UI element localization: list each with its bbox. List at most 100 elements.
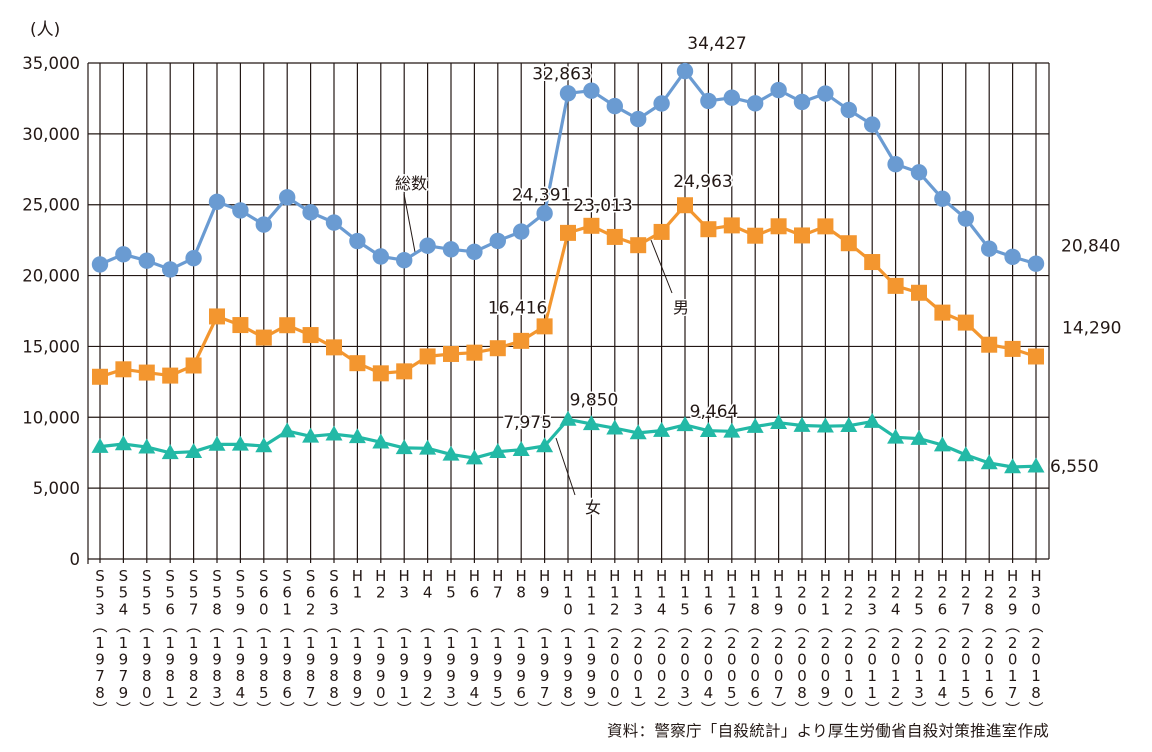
x-tick-char: 9 (493, 667, 503, 685)
x-tick-char: 9 (119, 651, 129, 669)
x-tick-char: ︶ (116, 701, 131, 719)
x-tick-char: 3 (680, 684, 690, 702)
marker-square (794, 227, 810, 244)
x-tick-char: ︵ (373, 617, 388, 635)
x-tick-char: S (236, 567, 246, 585)
x-tick-char: ︵ (420, 617, 435, 635)
marker-triangle (676, 416, 694, 432)
x-tick-char: 2 (610, 600, 620, 618)
x-tick-char: 2 (657, 634, 667, 652)
x-tick-char: ︶ (209, 701, 224, 719)
x-tick-char: H (703, 567, 714, 585)
marker-circle (981, 240, 998, 257)
data-label: 7,975 (503, 413, 552, 433)
marker-square (466, 344, 483, 361)
x-tick-char: ︵ (982, 617, 997, 635)
marker-circle (723, 89, 740, 106)
x-tick-char: 2 (961, 634, 971, 652)
marker-square (92, 368, 108, 385)
x-tick-char: 7 (1008, 684, 1018, 702)
marker-triangle (536, 437, 554, 453)
marker-triangle (231, 435, 249, 451)
x-tick-char: S (165, 567, 175, 585)
x-tick-char: 6 (329, 584, 339, 602)
marker-triangle (138, 438, 156, 454)
x-tick-char: H (1030, 567, 1041, 585)
x-tick-char: 5 (212, 584, 222, 602)
x-tick-char: 1 (493, 634, 503, 652)
marker-square (255, 329, 272, 346)
x-tick-char: 6 (165, 600, 175, 618)
x-tick-char: ︵ (326, 617, 341, 635)
x-tick-char: 8 (797, 684, 807, 702)
marker-square (279, 317, 296, 334)
x-tick-char: 9 (329, 651, 339, 669)
x-tick-char: 1 (867, 667, 877, 685)
x-tick-char: 5 (493, 684, 503, 702)
x-tick-char: ︶ (607, 701, 622, 719)
x-tick-char: ︵ (748, 617, 763, 635)
marker-square (653, 223, 670, 240)
x-tick-char: 3 (1031, 584, 1041, 602)
marker-square (513, 332, 530, 349)
x-tick-char: 9 (516, 651, 526, 669)
marker-circle (536, 205, 553, 222)
x-tick-char: 0 (1031, 600, 1041, 618)
x-tick-char: 5 (446, 584, 456, 602)
x-tick-char: 8 (259, 667, 269, 685)
x-tick-char: H (820, 567, 831, 585)
x-tick-char: ︶ (560, 701, 575, 719)
x-tick-char: 3 (212, 684, 222, 702)
x-tick-char: H (586, 567, 597, 585)
x-tick-char: S (306, 567, 316, 585)
x-tick-char: 0 (961, 651, 971, 669)
marker-square (302, 327, 319, 344)
marker-circle (676, 62, 694, 80)
marker-triangle (863, 412, 881, 428)
x-tick-char: ︵ (490, 617, 505, 635)
marker-circle (372, 248, 389, 265)
x-tick-char: ︶ (818, 701, 833, 719)
x-tick-char: 6 (704, 600, 714, 618)
x-tick-char: 9 (470, 651, 480, 669)
x-tick-char: 2 (961, 584, 971, 602)
marker-circle (583, 82, 600, 99)
x-tick-char: 1 (680, 584, 690, 602)
x-tick-char: ︶ (514, 701, 529, 719)
x-tick-char: ︶ (794, 701, 809, 719)
source-note: 資料：警察庁「自殺統計」より厚生労働省自殺対策推進室作成 (607, 722, 1050, 740)
data-label: 23,013 (573, 196, 632, 216)
x-tick-char: H (562, 567, 573, 585)
leader-line (555, 437, 576, 496)
marker-circle (442, 241, 460, 258)
x-tick-char: 0 (1031, 651, 1041, 669)
x-tick-char: 1 (423, 634, 433, 652)
x-tick-char: 0 (259, 600, 269, 618)
x-tick-char: 1 (353, 634, 363, 652)
marker-triangle (793, 416, 811, 432)
marker-circle (747, 95, 764, 112)
x-tick-char: ︶ (865, 701, 880, 719)
x-tick-char: 7 (774, 684, 784, 702)
marker-circle (957, 210, 974, 227)
marker-square (700, 221, 717, 238)
x-tick-char: 9 (212, 651, 222, 669)
x-tick-char: 2 (984, 584, 994, 602)
x-tick-char: 2 (306, 600, 316, 618)
data-label: 9,464 (690, 402, 739, 422)
series-leader-lines (403, 193, 673, 496)
x-tick-char: H (843, 567, 854, 585)
x-tick-char: 9 (236, 651, 246, 669)
marker-circle (466, 243, 483, 260)
